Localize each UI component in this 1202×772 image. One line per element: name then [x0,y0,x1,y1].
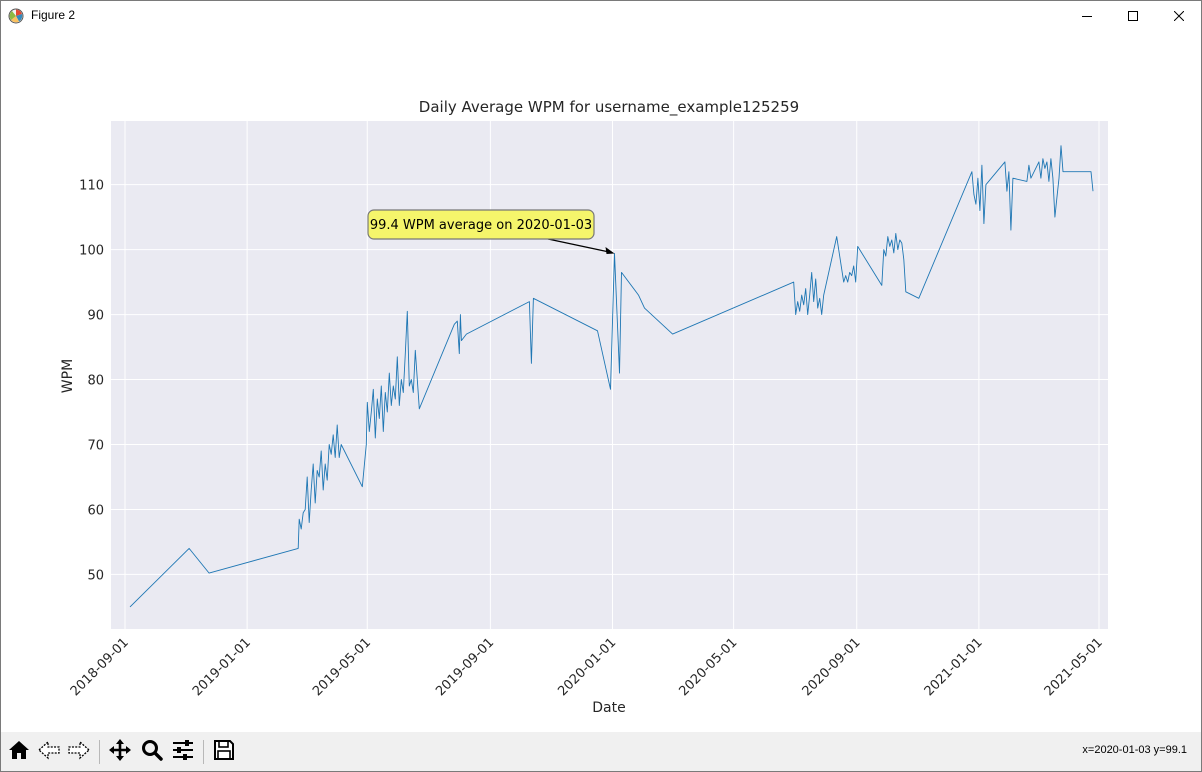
title-bar[interactable]: Figure 2 [1,1,1201,31]
toolbar-separator [99,740,100,764]
annotation-arrow [547,238,612,254]
configure-subplots-button[interactable] [169,737,197,767]
close-button[interactable] [1156,1,1202,31]
zoom-magnifier-icon [140,738,164,766]
y-tick-label: 100 [79,244,104,259]
annotation-text: 99.4 WPM average on 2020-01-03 [370,218,592,233]
save-disk-icon [212,738,236,766]
minimize-button[interactable] [1064,1,1110,31]
forward-arrow-icon [67,738,91,766]
y-tick-label: 60 [87,503,104,518]
close-icon [1174,11,1184,21]
figure-canvas[interactable]: 50 60 70 80 90 100 110 2018-09-01 2019-01-01 201… [1,31,1201,732]
maximize-icon [1128,11,1138,21]
matplotlib-icon [8,8,24,24]
configure-subplots-icon [171,738,195,766]
navigation-toolbar: x=2020-01-03 y=99.1 [1,732,1201,771]
y-tick-label: 70 [87,439,104,454]
home-icon [7,738,31,766]
back-button[interactable] [35,737,63,767]
minimize-icon [1082,11,1092,21]
annotation-arrowhead [605,247,615,255]
axes-background [111,121,1108,629]
chart-title: Daily Average WPM for username_example12… [419,98,799,117]
forward-button[interactable] [65,737,93,767]
y-tick-label: 90 [87,309,104,324]
annotation-box [367,209,595,240]
x-axis-label: Date [592,700,625,716]
pan-move-icon [108,738,132,766]
series-line [129,145,1094,608]
y-tick-label: 80 [87,374,104,389]
back-arrow-icon [37,738,61,766]
pan-button[interactable] [106,737,134,767]
zoom-button[interactable] [138,737,166,767]
toolbar-separator [203,740,204,764]
maximize-button[interactable] [1110,1,1156,31]
y-tick-label: 50 [87,568,104,583]
y-axis-label: WPM [60,359,76,393]
window-title: Figure 2 [31,8,76,22]
save-button[interactable] [210,737,238,767]
home-button[interactable] [5,737,33,767]
cursor-coordinates: x=2020-01-03 y=99.1 [1082,744,1187,756]
y-tick-label: 110 [79,179,104,194]
